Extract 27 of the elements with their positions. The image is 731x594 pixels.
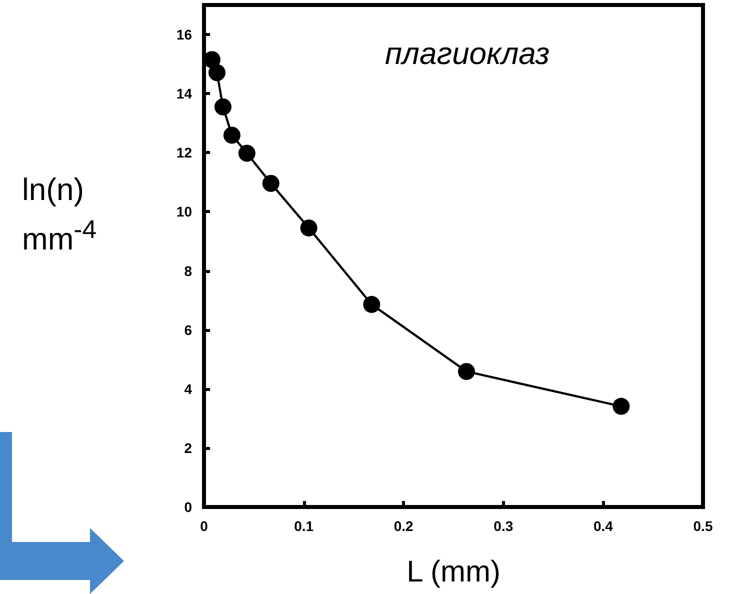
- point: [363, 296, 380, 313]
- x-axis-title: L (mm): [406, 556, 500, 588]
- point: [612, 398, 630, 415]
- x-tick-label: 0.3: [494, 518, 514, 534]
- point: [262, 174, 280, 192]
- y-tick-label: 14: [176, 86, 192, 102]
- x-tick-label: 0.1: [294, 518, 314, 534]
- y-tick-label: 8: [184, 262, 192, 279]
- x-tick-label: 0.5: [693, 518, 713, 534]
- y-tick-label: 10: [176, 204, 192, 220]
- point: [214, 98, 232, 116]
- point: [458, 362, 475, 380]
- x-tick-label: 0.4: [593, 518, 614, 534]
- x-tick-label: 0.2: [394, 518, 414, 534]
- point: [238, 144, 256, 162]
- y-tick-label: 16: [176, 26, 192, 43]
- y-tick-label: 2: [184, 440, 192, 456]
- y-tick-label: 4: [184, 380, 192, 397]
- y-tick-label: 12: [176, 144, 192, 161]
- point: [300, 219, 318, 236]
- y-tick-label: 0: [184, 499, 192, 515]
- annotation: плагиоклаз: [385, 36, 550, 71]
- point: [223, 126, 240, 144]
- y-axis-title: ln(n) mm$^{-4}$: [22, 171, 98, 258]
- x-tick-label: 0: [200, 518, 208, 534]
- y-tick-label: 6: [184, 322, 192, 338]
- point: [208, 64, 226, 82]
